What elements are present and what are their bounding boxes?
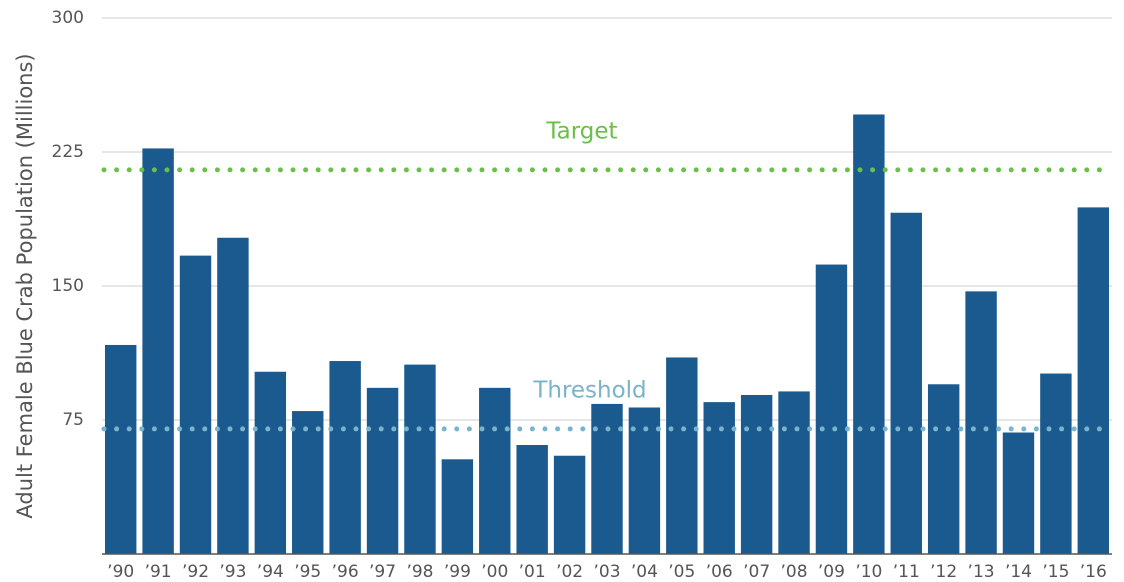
bar bbox=[217, 237, 249, 554]
x-tick-label: ’98 bbox=[406, 562, 433, 582]
bar bbox=[591, 403, 623, 554]
x-tick-label: ’13 bbox=[968, 562, 995, 582]
x-tick-label: ’93 bbox=[219, 562, 246, 582]
bar bbox=[404, 364, 436, 554]
bar bbox=[441, 459, 474, 554]
x-tick-label: ’99 bbox=[444, 562, 471, 582]
bar bbox=[1077, 207, 1110, 555]
bar bbox=[703, 402, 735, 554]
bar bbox=[553, 455, 586, 554]
bar bbox=[329, 361, 361, 554]
bar bbox=[853, 114, 885, 554]
y-axis-label: Adult Female Blue Crab Population (Milli… bbox=[13, 53, 37, 518]
x-tick-label: ’10 bbox=[855, 562, 882, 582]
x-tick-label: ’03 bbox=[593, 562, 620, 582]
reference-label: Target bbox=[545, 118, 617, 144]
bar bbox=[179, 255, 212, 555]
y-tick-label: 225 bbox=[52, 142, 84, 162]
x-tick-label: ’15 bbox=[1042, 562, 1069, 582]
bar bbox=[740, 394, 773, 554]
y-tick-label: 75 bbox=[62, 410, 84, 430]
bar bbox=[292, 411, 324, 554]
x-tick-label: ’12 bbox=[930, 562, 957, 582]
bar bbox=[254, 371, 287, 554]
x-tick-label: ’07 bbox=[743, 562, 770, 582]
bar bbox=[104, 344, 137, 554]
bar bbox=[890, 212, 922, 554]
x-tick-label: ’92 bbox=[182, 562, 209, 582]
bar bbox=[815, 264, 848, 554]
bar bbox=[1002, 432, 1035, 554]
y-tick-label: 300 bbox=[52, 8, 84, 28]
x-tick-label: ’04 bbox=[631, 562, 658, 582]
bar bbox=[479, 387, 511, 554]
bar bbox=[1040, 373, 1072, 554]
x-tick-label: ’95 bbox=[294, 562, 321, 582]
x-tick-label: ’05 bbox=[668, 562, 695, 582]
x-tick-label: ’14 bbox=[1005, 562, 1032, 582]
x-tick-label: ’90 bbox=[107, 562, 134, 582]
x-tick-label: ’97 bbox=[369, 562, 396, 582]
bar bbox=[965, 291, 997, 554]
x-tick-label: ’08 bbox=[781, 562, 808, 582]
x-tick-label: ’11 bbox=[893, 562, 920, 582]
bar bbox=[516, 445, 548, 554]
x-tick-label: ’91 bbox=[145, 562, 172, 582]
x-tick-label: ’94 bbox=[257, 562, 284, 582]
x-tick-label: ’09 bbox=[818, 562, 845, 582]
bar bbox=[366, 387, 399, 554]
bar bbox=[666, 357, 698, 554]
x-tick-label: ’01 bbox=[519, 562, 546, 582]
x-tick-label: ’02 bbox=[556, 562, 583, 582]
bar bbox=[927, 384, 960, 554]
y-tick-label: 150 bbox=[52, 276, 84, 296]
x-tick-label: ’06 bbox=[706, 562, 733, 582]
reference-label: Threshold bbox=[532, 377, 646, 403]
x-tick-label: ’00 bbox=[481, 562, 508, 582]
bar bbox=[778, 391, 810, 554]
bar bbox=[628, 407, 661, 554]
x-tick-label: ’96 bbox=[332, 562, 359, 582]
bar bbox=[142, 148, 174, 554]
x-tick-label: ’16 bbox=[1080, 562, 1107, 582]
